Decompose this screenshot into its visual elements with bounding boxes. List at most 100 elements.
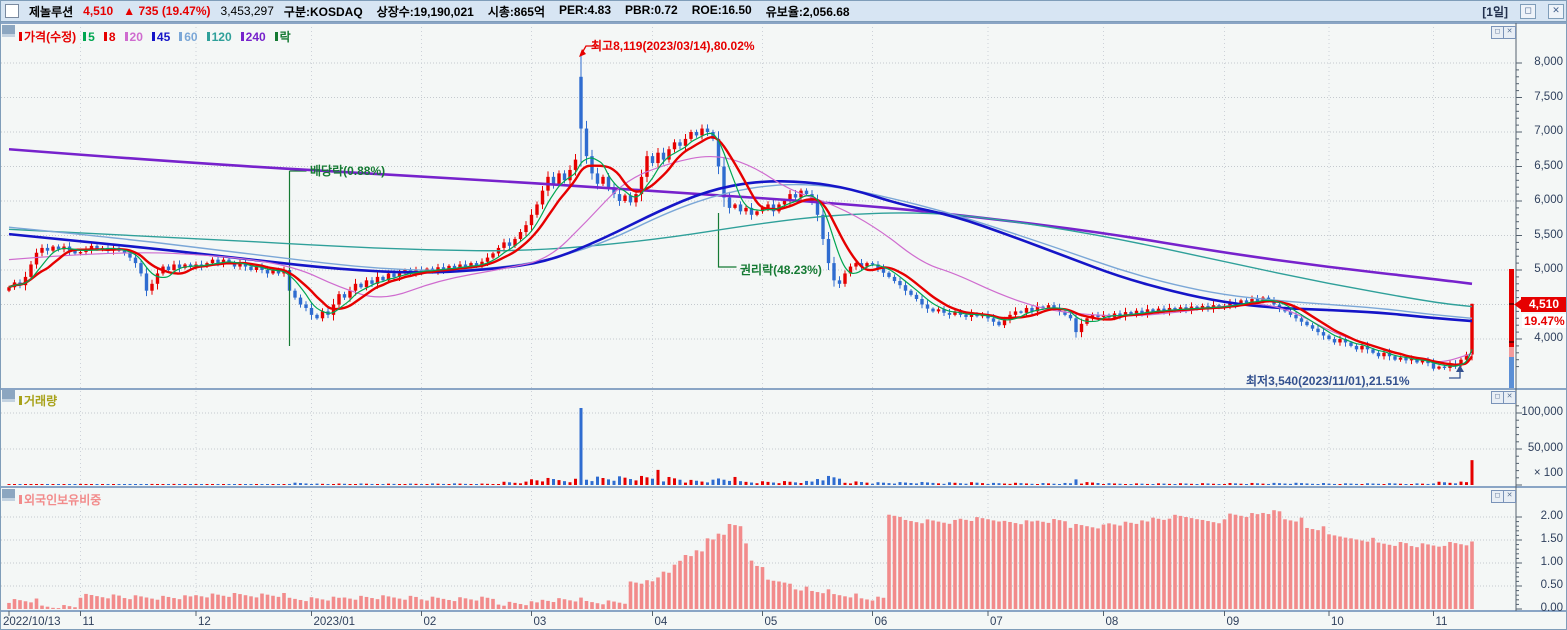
foreign-ownership-bar (854, 593, 858, 609)
candle-body (45, 247, 50, 251)
volume-bar (1157, 483, 1160, 485)
legend-ma-120[interactable]: 120 (206, 28, 232, 45)
close-window-button[interactable]: ✕ (1548, 3, 1564, 19)
candle-body (232, 263, 237, 267)
volume-bar (920, 481, 924, 485)
stock-info-bar: 제놀루션 4,510 ▲ 735 (19.47%) 3,453,297 구분:K… (1, 1, 1566, 22)
foreign-ownership-bar (309, 597, 314, 609)
foreign-ownership-bar (914, 522, 919, 609)
price-axis-label: 5,000 (1534, 263, 1563, 275)
foreign-ownership-bar (1200, 519, 1205, 609)
foreign-ownership-bar (194, 595, 198, 609)
volume-bar (766, 481, 770, 485)
price-pane-close-button[interactable]: ✕ (1503, 26, 1516, 39)
volume-bar (409, 483, 412, 485)
foreign-ownership-bar (942, 522, 946, 609)
volume-bar (227, 484, 231, 485)
foreign-ownership-bar (287, 597, 292, 609)
foreign-ownership-bar (397, 598, 402, 609)
foreign-ownership-bar (1167, 518, 1172, 609)
volume-bar (711, 479, 715, 485)
foreign-ownership-bar (144, 597, 149, 609)
volume-bar (266, 484, 269, 485)
volume-pane-grip[interactable] (2, 390, 15, 402)
volume-bar (1162, 483, 1166, 485)
foreign-ownership-bar (370, 598, 374, 609)
volume-bar (739, 481, 742, 485)
volume-bar (750, 482, 753, 485)
candle-body (524, 225, 528, 233)
candle-body (766, 204, 770, 208)
foreign-ownership-bar (458, 597, 462, 609)
title-checkbox[interactable] (5, 4, 19, 18)
foreign-axis-label: 1.00 (1540, 556, 1563, 568)
legend-ma-45[interactable]: 45 (151, 28, 170, 45)
foreign-ownership-bar (364, 596, 369, 609)
legend-ma-20[interactable]: 20 (124, 28, 143, 45)
candle-body (315, 314, 319, 319)
fundamental-item: 구분:KOSDAQ (283, 4, 363, 19)
foreign-pane-restore-button[interactable]: ◻ (1491, 490, 1504, 503)
price-pane-grip[interactable] (2, 25, 15, 37)
volume-bar (519, 483, 522, 485)
foreign-ownership-bar (1046, 522, 1051, 609)
fundamental-info: 구분:KOSDAQ 상장수:19,190,021 시총:865억 PER:4.83 PB… (284, 3, 850, 20)
foreign-ownership-bar (139, 596, 143, 609)
candle-body (221, 259, 226, 264)
legend-ma-240[interactable]: 240 (240, 28, 266, 45)
volume-bar (1311, 483, 1314, 485)
foreign-ownership-bar (623, 603, 627, 609)
candle-body (392, 273, 396, 277)
candle-body (172, 264, 176, 270)
volume-bar (1322, 483, 1325, 485)
volume-bar (1113, 483, 1116, 485)
volume-bar (1289, 483, 1292, 485)
volume-bar (1399, 483, 1402, 485)
foreign-ownership-bar (711, 539, 715, 609)
foreign-ownership-bar (331, 596, 336, 609)
foreign-ownership-bar (898, 516, 902, 609)
foreign-ownership-bar (766, 579, 770, 609)
volume-bar (167, 484, 170, 485)
foreign-ownership-bar (947, 523, 952, 609)
foreign-ownership-bar (150, 598, 154, 609)
axis-range-bar-mid (1509, 347, 1514, 357)
foreign-pane-close-button[interactable]: ✕ (1503, 490, 1516, 503)
volume-bar (1036, 484, 1039, 485)
legend-marker (103, 32, 107, 41)
foreign-ownership-bar (238, 594, 242, 609)
volume-pane-close-button[interactable]: ✕ (1503, 391, 1516, 404)
candle-body (700, 128, 704, 136)
volume-bar (304, 483, 308, 485)
candle-body (1409, 359, 1414, 361)
foreign-pane-grip[interactable] (2, 489, 15, 501)
volume-bar (667, 476, 671, 485)
foreign-ownership-bar (601, 604, 605, 609)
restore-window-button[interactable]: ◻ (1520, 3, 1536, 19)
volume-bar (1102, 484, 1105, 485)
fundamental-item: PBR:0.72 (625, 2, 678, 17)
volume-bar (453, 483, 456, 485)
volume-bar (612, 480, 616, 485)
volume-bar (1212, 483, 1215, 485)
volume-bar (1195, 484, 1199, 485)
candle-body (1371, 349, 1375, 353)
foreign-ownership-bar (705, 538, 710, 609)
legend-marker (151, 32, 155, 41)
volume-bar (79, 483, 82, 485)
volume-bar (816, 479, 819, 485)
candle-body (540, 190, 545, 205)
legend-ma-60[interactable]: 60 (179, 28, 198, 45)
volume-bar (1025, 483, 1028, 485)
legend-ma-락[interactable]: 락 (274, 28, 291, 45)
annotation-ex-rights: 권리락(48.23%) (740, 263, 822, 277)
legend-ma-8[interactable]: 8 (103, 28, 116, 45)
volume-bar (552, 479, 555, 485)
x-axis-label: 12 (198, 616, 211, 628)
candle-body (1382, 352, 1386, 357)
volume-bar (134, 484, 137, 485)
legend-ma-5[interactable]: 5 (83, 28, 95, 45)
volume-bar (1190, 483, 1193, 485)
